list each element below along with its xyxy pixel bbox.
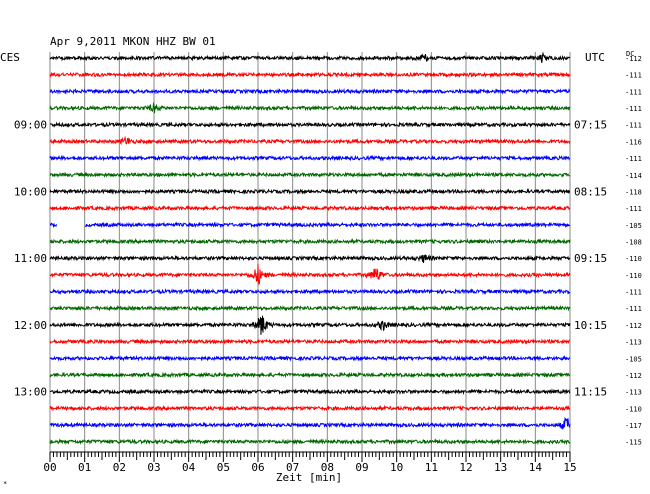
- trace-row-6: [49, 154, 571, 162]
- dc-value-2: -111: [625, 88, 642, 96]
- dc-value-17: -113: [625, 339, 642, 347]
- trace-row-7: [49, 171, 571, 179]
- dc-value-20: -113: [625, 389, 642, 397]
- dc-value-5: -116: [625, 138, 642, 146]
- x-axis: 00 01 02 03 04 05 06 07 08 09 10 11 12 13 14 15: [43, 451, 577, 474]
- trace-row-3: [49, 101, 571, 114]
- dc-values: -112 -111 -111 -111 -111 -116 -111 -114 -118 -111…: [625, 55, 642, 447]
- trace-row-5: [49, 135, 571, 146]
- left-hour-label-2: 11:00: [14, 252, 47, 265]
- trace-row-17: [49, 338, 571, 345]
- x-tick-label-13: 13: [494, 461, 507, 474]
- x-tick-label-15: 15: [563, 461, 576, 474]
- trace-row-19: [49, 371, 571, 379]
- dc-value-4: -111: [625, 122, 642, 130]
- dc-value-0: -112: [625, 55, 642, 63]
- trace-row-22: [49, 417, 571, 431]
- trace-row-11: [49, 237, 571, 245]
- x-tick-label-9: 09: [355, 461, 368, 474]
- footnote-mark: *: [3, 480, 7, 488]
- x-tick-label-5: 05: [217, 461, 230, 474]
- left-hour-labels: 09:00 10:00 11:00 12:00 13:00: [14, 119, 47, 399]
- dc-value-6: -111: [625, 155, 642, 163]
- x-tick-label-12: 12: [459, 461, 472, 474]
- right-hour-label-0: 07:15: [574, 119, 607, 132]
- trace-row-1: [49, 71, 571, 79]
- trace-row-12: [49, 253, 571, 263]
- left-hour-label-4: 13:00: [14, 386, 47, 399]
- trace-row-14: [49, 288, 571, 296]
- left-hour-label-1: 10:00: [14, 185, 47, 198]
- dc-value-10: -105: [625, 222, 642, 230]
- chart-title: Apr 9,2011 MKON HHZ BW 01: [50, 35, 216, 48]
- dc-value-18: -105: [625, 355, 642, 363]
- dc-value-22: -117: [625, 422, 642, 430]
- dc-value-11: -108: [625, 238, 642, 246]
- dc-value-12: -110: [625, 255, 642, 263]
- trace-row-16: [49, 315, 571, 335]
- right-hour-label-2: 09:15: [574, 252, 607, 265]
- dc-value-9: -111: [625, 205, 642, 213]
- left-timezone-label: CES: [0, 51, 20, 64]
- x-tick-label-14: 14: [529, 461, 543, 474]
- dc-value-19: -112: [625, 372, 642, 380]
- trace-row-21: [49, 404, 571, 412]
- dc-label: DC: [626, 50, 634, 58]
- dc-value-1: -111: [625, 72, 642, 80]
- x-tick-label-2: 02: [113, 461, 126, 474]
- x-tick-label-8: 08: [321, 461, 334, 474]
- dc-value-21: -110: [625, 405, 642, 413]
- dc-value-16: -112: [625, 322, 642, 330]
- trace-row-13: [49, 263, 571, 286]
- right-hour-labels: 07:15 08:15 09:15 10:15 11:15: [574, 119, 607, 399]
- x-tick-label-0: 00: [43, 461, 56, 474]
- trace-row-20: [49, 388, 571, 396]
- right-timezone-label: UTC: [585, 51, 605, 64]
- trace-row-8: [49, 188, 571, 195]
- trace-row-0: [49, 51, 571, 63]
- x-axis-label: Zeit [min]: [276, 471, 342, 484]
- dc-value-3: -111: [625, 105, 642, 113]
- dc-value-13: -110: [625, 272, 642, 280]
- trace-row-15: [49, 304, 571, 312]
- x-tick-label-7: 07: [286, 461, 299, 474]
- x-tick-label-3: 03: [147, 461, 160, 474]
- right-hour-label-3: 10:15: [574, 319, 607, 332]
- right-hour-label-4: 11:15: [574, 386, 607, 399]
- time-grid: [49, 52, 571, 452]
- dc-value-7: -114: [625, 172, 642, 180]
- x-tick-label-11: 11: [425, 461, 438, 474]
- x-tick-label-1: 01: [78, 461, 91, 474]
- trace-row-18: [49, 354, 571, 362]
- dc-value-14: -111: [625, 289, 642, 297]
- dc-value-15: -111: [625, 305, 642, 313]
- x-tick-label-6: 06: [251, 461, 264, 474]
- x-tick-label-10: 10: [390, 461, 403, 474]
- dc-value-8: -118: [625, 188, 642, 196]
- left-hour-label-3: 12:00: [14, 319, 47, 332]
- right-hour-label-1: 08:15: [574, 185, 607, 198]
- left-hour-label-0: 09:00: [14, 119, 47, 132]
- trace-row-4: [49, 121, 571, 129]
- dc-value-23: -115: [625, 439, 642, 447]
- trace-row-2: [49, 87, 571, 95]
- trace-row-10: [49, 221, 571, 229]
- trace-row-23: [49, 438, 571, 446]
- trace-row-9: [49, 204, 571, 212]
- x-tick-label-4: 04: [182, 461, 196, 474]
- trace-lines: [49, 51, 571, 446]
